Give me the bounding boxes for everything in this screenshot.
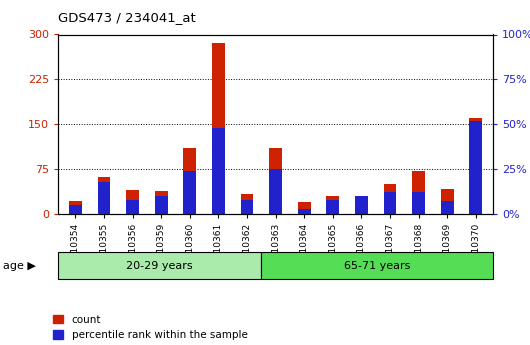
Bar (155, 196, 167, 214)
Bar (384, 193, 396, 214)
Bar (412, 171, 425, 214)
Bar (98, 177, 110, 214)
Bar (212, 128, 225, 214)
Bar (183, 171, 196, 214)
Bar (241, 199, 253, 214)
Bar (212, 43, 225, 214)
Text: age ▶: age ▶ (3, 261, 36, 270)
Bar (355, 197, 368, 214)
Bar (441, 189, 454, 214)
Bar (126, 190, 139, 214)
Bar (441, 201, 454, 214)
Bar (298, 208, 311, 214)
FancyBboxPatch shape (58, 252, 261, 279)
Bar (412, 193, 425, 214)
FancyBboxPatch shape (261, 252, 493, 279)
Bar (241, 194, 253, 214)
Bar (469, 121, 482, 214)
Bar (326, 199, 339, 214)
Bar (384, 184, 396, 214)
Bar (69, 205, 82, 214)
Text: 65-71 years: 65-71 years (344, 261, 410, 270)
Bar (355, 196, 368, 214)
Bar (98, 181, 110, 214)
Bar (269, 148, 282, 214)
Bar (69, 201, 82, 214)
Bar (326, 196, 339, 214)
Legend: count, percentile rank within the sample: count, percentile rank within the sample (53, 315, 248, 340)
Text: 20-29 years: 20-29 years (127, 261, 193, 270)
Bar (183, 148, 196, 214)
Bar (269, 169, 282, 214)
Bar (298, 202, 311, 214)
Bar (155, 191, 167, 214)
Text: GDS473 / 234041_at: GDS473 / 234041_at (58, 11, 196, 24)
Bar (126, 199, 139, 214)
Bar (469, 118, 482, 214)
